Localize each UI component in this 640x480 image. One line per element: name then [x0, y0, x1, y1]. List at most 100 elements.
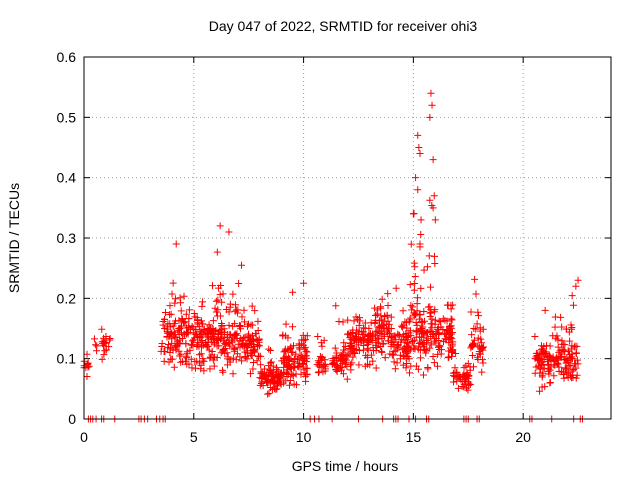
data-point: [195, 343, 203, 351]
data-point: [266, 347, 274, 355]
data-point: [194, 320, 202, 328]
data-point: [185, 306, 193, 314]
data-point: [182, 352, 190, 360]
data-point: [430, 359, 438, 367]
data-point: [407, 345, 415, 353]
data-point: [568, 292, 576, 300]
data-point: [286, 381, 294, 389]
data-point: [218, 321, 226, 329]
data-point: [186, 346, 194, 354]
data-point: [180, 319, 188, 327]
data-point: [177, 358, 185, 366]
data-point: [361, 324, 369, 332]
data-point: [416, 325, 424, 333]
data-point: [377, 347, 385, 355]
data-point: [545, 370, 553, 378]
data-point: [161, 348, 169, 356]
data-point: [448, 316, 456, 324]
data-point: [384, 317, 392, 325]
data-point: [429, 204, 437, 212]
data-point: [428, 101, 436, 109]
data-point: [452, 349, 460, 357]
data-point: [455, 384, 463, 392]
data-point: [551, 313, 559, 321]
data-point: [567, 345, 575, 353]
data-point: [281, 377, 289, 385]
data-point: [83, 360, 91, 368]
data-point: [339, 370, 347, 378]
data-point: [543, 357, 551, 365]
data-point: [554, 356, 562, 364]
data-point: [166, 349, 174, 357]
data-point: [90, 335, 98, 343]
data-point: [261, 371, 269, 379]
data-point: [531, 369, 539, 377]
data-point: [468, 351, 476, 359]
data-point: [414, 365, 422, 373]
data-point: [161, 309, 169, 317]
data-point: [384, 302, 392, 310]
data-point: [541, 350, 549, 358]
data-point: [466, 366, 474, 374]
data-point: [346, 334, 354, 342]
data-point: [220, 346, 228, 354]
data-point: [398, 322, 406, 330]
data-point: [555, 363, 563, 371]
data-point: [254, 317, 262, 325]
data-point: [235, 279, 243, 287]
data-point: [341, 355, 349, 363]
data-point: [479, 346, 487, 354]
data-point: [418, 329, 426, 337]
data-point: [271, 380, 279, 388]
data-point: [378, 327, 386, 335]
data-point: [209, 317, 217, 325]
data-point: [403, 324, 411, 332]
data-point: [383, 312, 391, 320]
data-point: [554, 343, 562, 351]
data-point: [444, 354, 452, 362]
data-point: [256, 374, 264, 382]
data-point: [92, 341, 100, 349]
data-point: [475, 350, 483, 358]
data-point: [477, 335, 485, 343]
data-point: [558, 323, 566, 331]
data-point: [105, 343, 113, 351]
data-point: [226, 342, 234, 350]
grid: [84, 57, 611, 419]
data-point: [335, 318, 343, 326]
data-point: [378, 295, 386, 303]
data-point: [277, 373, 285, 381]
data-point: [551, 323, 559, 331]
data-point: [213, 308, 221, 316]
data-point: [215, 342, 223, 350]
data-point: [225, 228, 233, 236]
data-point: [423, 339, 431, 347]
data-point: [257, 352, 265, 360]
data-point: [350, 317, 358, 325]
data-point: [417, 231, 425, 239]
data-point: [164, 344, 172, 352]
data-point: [558, 340, 566, 348]
data-point: [474, 312, 482, 320]
data-point: [399, 323, 407, 331]
data-point: [219, 290, 227, 298]
data-point: [241, 333, 249, 341]
data-point: [361, 330, 369, 338]
data-point: [93, 342, 101, 350]
data-point: [192, 330, 200, 338]
data-point: [171, 295, 179, 303]
data-point: [437, 323, 445, 331]
data-point: [469, 363, 477, 371]
data-point: [355, 327, 363, 335]
data-point: [314, 369, 322, 377]
data-point: [303, 370, 311, 378]
data-point: [317, 357, 325, 365]
data-point: [384, 337, 392, 345]
data-point: [239, 342, 247, 350]
data-point: [272, 385, 280, 393]
data-point: [190, 336, 198, 344]
data-point: [170, 363, 178, 371]
data-point: [380, 332, 388, 340]
data-point: [343, 362, 351, 370]
data-point: [355, 347, 363, 355]
